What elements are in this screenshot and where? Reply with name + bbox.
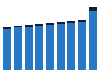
Bar xyxy=(3,27,11,29)
Bar xyxy=(57,22,65,24)
Bar xyxy=(46,25,54,70)
Bar xyxy=(67,21,75,23)
Bar xyxy=(89,11,97,70)
Bar xyxy=(35,24,43,26)
Bar xyxy=(89,7,97,11)
Bar xyxy=(67,23,75,70)
Bar xyxy=(25,25,33,27)
Bar xyxy=(3,29,11,70)
Bar xyxy=(14,25,22,27)
Bar xyxy=(78,20,86,22)
Bar xyxy=(35,26,43,70)
Bar xyxy=(78,22,86,70)
Bar xyxy=(14,27,22,70)
Bar xyxy=(25,27,33,70)
Bar xyxy=(57,24,65,70)
Bar xyxy=(46,23,54,25)
